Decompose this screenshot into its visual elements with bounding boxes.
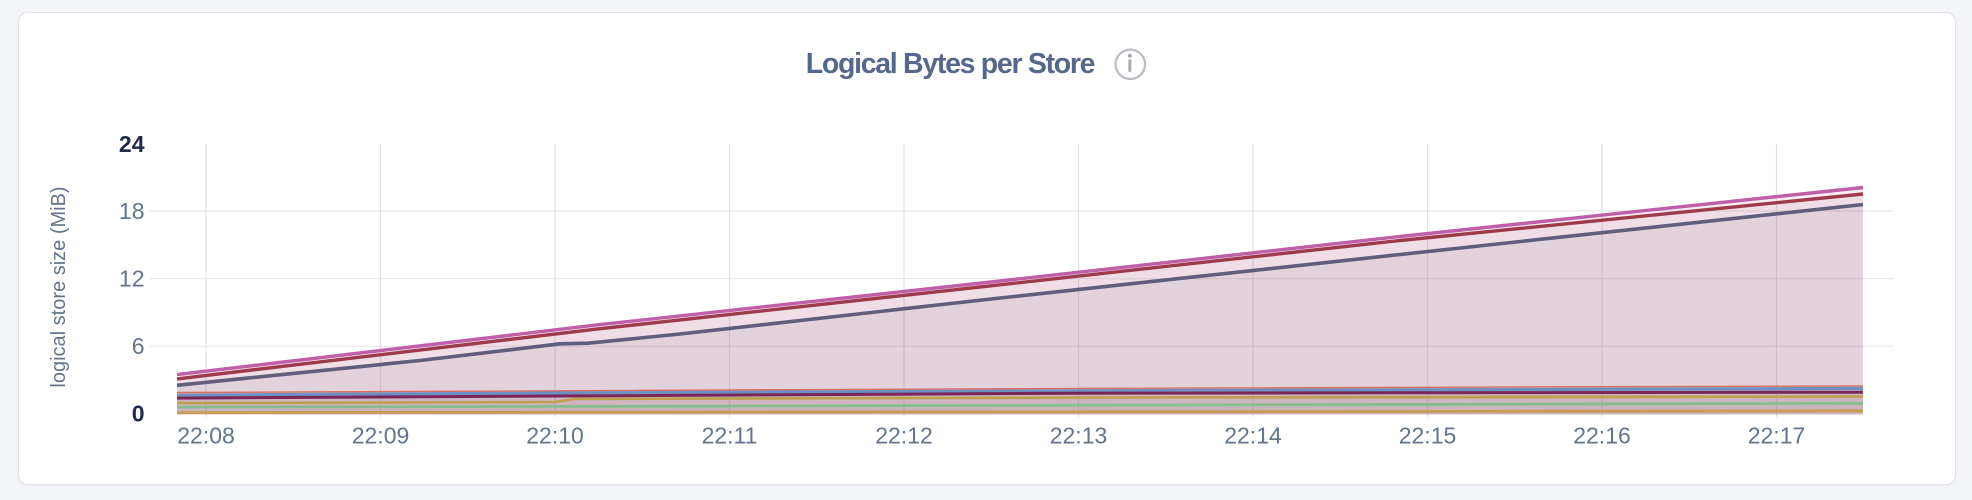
svg-text:22:12: 22:12	[875, 423, 933, 449]
svg-text:22:15: 22:15	[1399, 423, 1457, 449]
svg-text:22:17: 22:17	[1748, 423, 1806, 449]
svg-text:24: 24	[119, 131, 145, 157]
svg-text:22:11: 22:11	[702, 423, 758, 449]
svg-text:6: 6	[132, 333, 145, 359]
svg-text:22:10: 22:10	[526, 423, 584, 449]
svg-text:22:14: 22:14	[1224, 423, 1282, 449]
svg-text:12: 12	[119, 266, 145, 292]
svg-text:22:08: 22:08	[177, 423, 235, 449]
svg-text:22:13: 22:13	[1050, 423, 1108, 449]
svg-text:Logical Bytes per Store: Logical Bytes per Store	[806, 48, 1095, 80]
svg-text:22:09: 22:09	[352, 423, 410, 449]
svg-text:0: 0	[132, 401, 145, 427]
svg-text:18: 18	[119, 198, 145, 224]
svg-text:logical store size (MiB): logical store size (MiB)	[48, 186, 70, 387]
svg-text:22:16: 22:16	[1573, 423, 1631, 449]
